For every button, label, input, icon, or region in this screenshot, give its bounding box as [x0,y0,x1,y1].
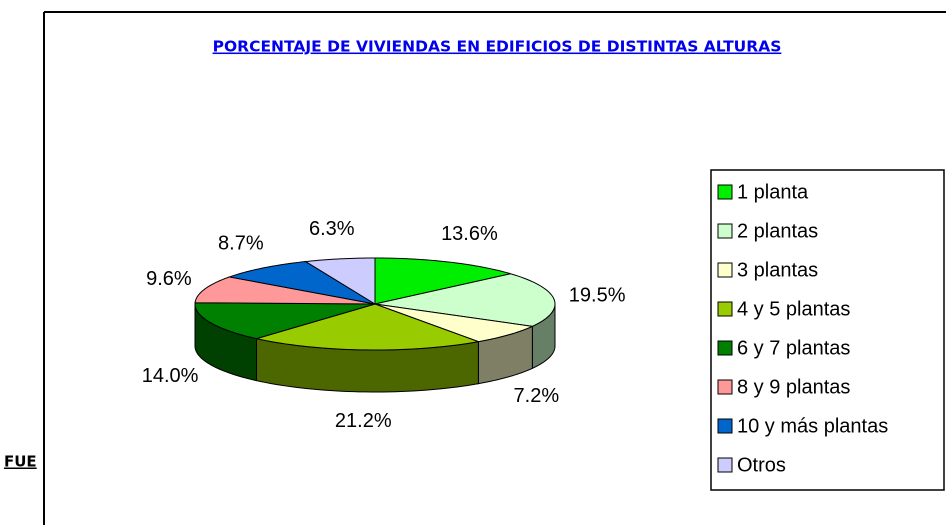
legend-swatch [717,262,733,278]
legend-swatch [717,379,733,395]
data-label: 14.0% [142,365,199,387]
pie-slice [194,302,376,340]
legend-label: Otros [737,454,786,476]
data-label: 8.7% [218,233,264,255]
legend-swatch [717,184,733,200]
legend-label: 2 plantas [737,220,818,242]
data-label: 19.5% [569,284,626,306]
legend-label: 8 y 9 plantas [737,376,850,398]
pie-slice [374,273,556,327]
source-fragment: FUE [4,453,37,471]
legend-swatch [717,457,733,473]
data-label: 9.6% [146,268,192,290]
legend-swatch [717,223,733,239]
legend-swatch [717,340,733,356]
legend-label: 10 y más plantas [737,415,888,437]
pie-slice [304,257,376,305]
pie-slice [256,303,481,351]
chart-title: PORCENTAJE DE VIVIENDAS EN EDIFICIOS DE … [213,38,782,56]
data-label: 21.2% [335,410,392,432]
pie-slice [374,257,511,305]
legend-swatch [717,418,733,434]
data-label: 13.6% [441,223,498,245]
legend-label: 4 y 5 plantas [737,298,850,320]
legend-box [710,169,945,491]
legend-label: 1 planta [737,181,809,203]
pie-slice [374,303,535,343]
pie: 13.6% 19.5% 7.2% 21.2% 14.0% 9.6% 8.7% 6.3% [142,218,626,432]
pie-slice [227,261,376,305]
data-label: 6.3% [309,218,355,240]
legend-label: 3 plantas [737,259,818,281]
legend-label: 6 y 7 plantas [737,337,850,359]
legend-swatch [717,301,733,317]
pie-slice [194,276,376,305]
legend: 1 planta 2 plantas 3 plantas 4 y 5 plantas 6… [717,181,888,476]
data-label: 7.2% [514,385,560,407]
